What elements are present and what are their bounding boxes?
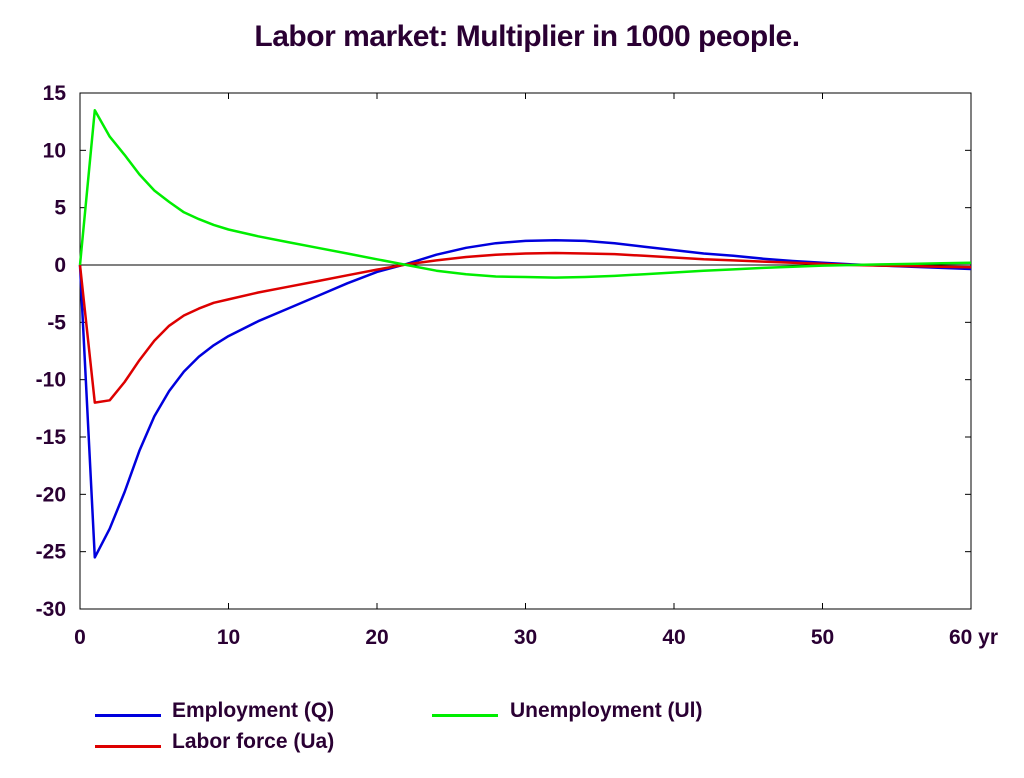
series-line-labor-force-ua (78, 251, 972, 404)
legend-label-labor-force-ua: Labor force (Ua) (172, 730, 335, 753)
series-line-unemployment-ul (78, 108, 972, 279)
y-tick-label: -20 (36, 483, 66, 506)
y-tick-label: 0 (54, 254, 66, 277)
y-tick-label: -30 (36, 598, 66, 621)
plot-frame (79, 92, 972, 610)
legend-swatch-unemployment-ul (432, 714, 498, 717)
x-tick-label: 60 yr (949, 626, 998, 649)
chart-title: Labor market: Multiplier in 1000 people. (254, 20, 800, 53)
legend-label-unemployment-ul: Unemployment (Ul) (510, 699, 703, 722)
y-tick-label: -25 (36, 541, 67, 564)
legend-swatch-labor-force-ua (95, 745, 161, 748)
x-tick-label: 40 (662, 626, 685, 649)
x-tick-label: 0 (74, 626, 86, 649)
x-tick-label: 20 (365, 626, 388, 649)
x-tick-label: 30 (514, 626, 537, 649)
y-tick-label: 15 (43, 82, 67, 105)
legend-swatch-employment-q (95, 714, 161, 717)
series-line-employment-q (78, 239, 972, 559)
y-tick-label: -5 (47, 311, 66, 334)
y-tick-label: 5 (54, 197, 66, 220)
x-tick-label: 10 (217, 626, 240, 649)
y-tick-label: -10 (36, 369, 66, 392)
y-tick-label: 10 (43, 139, 66, 162)
legend-label-employment-q: Employment (Q) (172, 699, 335, 722)
y-tick-label: -15 (36, 426, 67, 449)
x-tick-label: 50 (811, 626, 834, 649)
